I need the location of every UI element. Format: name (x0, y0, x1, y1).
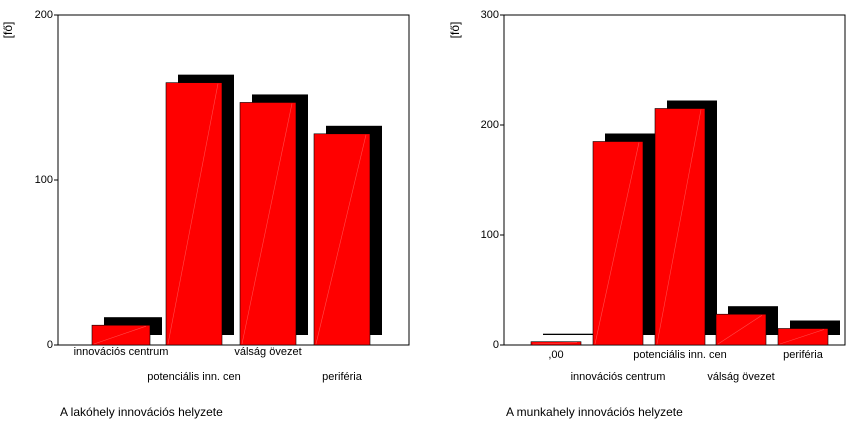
y-tick-label: 0 (493, 339, 499, 351)
y-tick-label: 100 (481, 229, 499, 241)
bar (777, 328, 829, 346)
x-tick-label: válság övezet (707, 371, 774, 383)
bar (592, 141, 644, 346)
y-tick-label: 200 (481, 119, 499, 131)
bar-highlight (779, 329, 825, 345)
x-tick-label: válság övezet (234, 346, 301, 358)
bar-highlight (656, 109, 702, 345)
bar-shadow (543, 333, 593, 335)
bar-highlight (93, 325, 147, 345)
x-tick-label: potenciális inn. cen (147, 371, 241, 383)
y-tick-label: 300 (481, 9, 499, 21)
bar (654, 108, 706, 346)
bar (165, 82, 223, 346)
x-tick-label: periféria (322, 371, 363, 383)
x-axis-label: A lakóhely innovációs helyzete (60, 405, 223, 419)
bar (313, 133, 371, 346)
bar-highlight (315, 134, 367, 345)
y-axis-label: [fő] (1, 22, 15, 39)
x-tick-label: innovációs centrum (74, 346, 169, 358)
y-tick-label: 100 (35, 174, 53, 186)
chart-residence: 0 100 200 [fő] innovációs centrum potenciális… (1, 9, 410, 419)
x-tick-label: innovációs centrum (571, 371, 666, 383)
bar-highlight (241, 103, 293, 345)
chart-workplace: 0 100 200 300 [fő] ,00 innovációs centrum poten… (448, 9, 846, 419)
x-axis-label: A munkahely innovációs helyzete (506, 405, 683, 419)
y-tick-label: 0 (47, 339, 53, 351)
x-tick-label: potenciális inn. cen (633, 349, 727, 361)
y-axis-label: [fő] (448, 22, 462, 39)
bar (239, 102, 297, 346)
bar-highlight (717, 314, 763, 345)
bar (91, 324, 151, 346)
y-tick-label: 200 (35, 9, 53, 21)
bar-highlight (594, 142, 640, 345)
bar-highlight (532, 342, 578, 345)
x-tick-label: periféria (783, 349, 824, 361)
bar-highlight (167, 83, 219, 345)
x-tick-label: ,00 (548, 349, 563, 361)
